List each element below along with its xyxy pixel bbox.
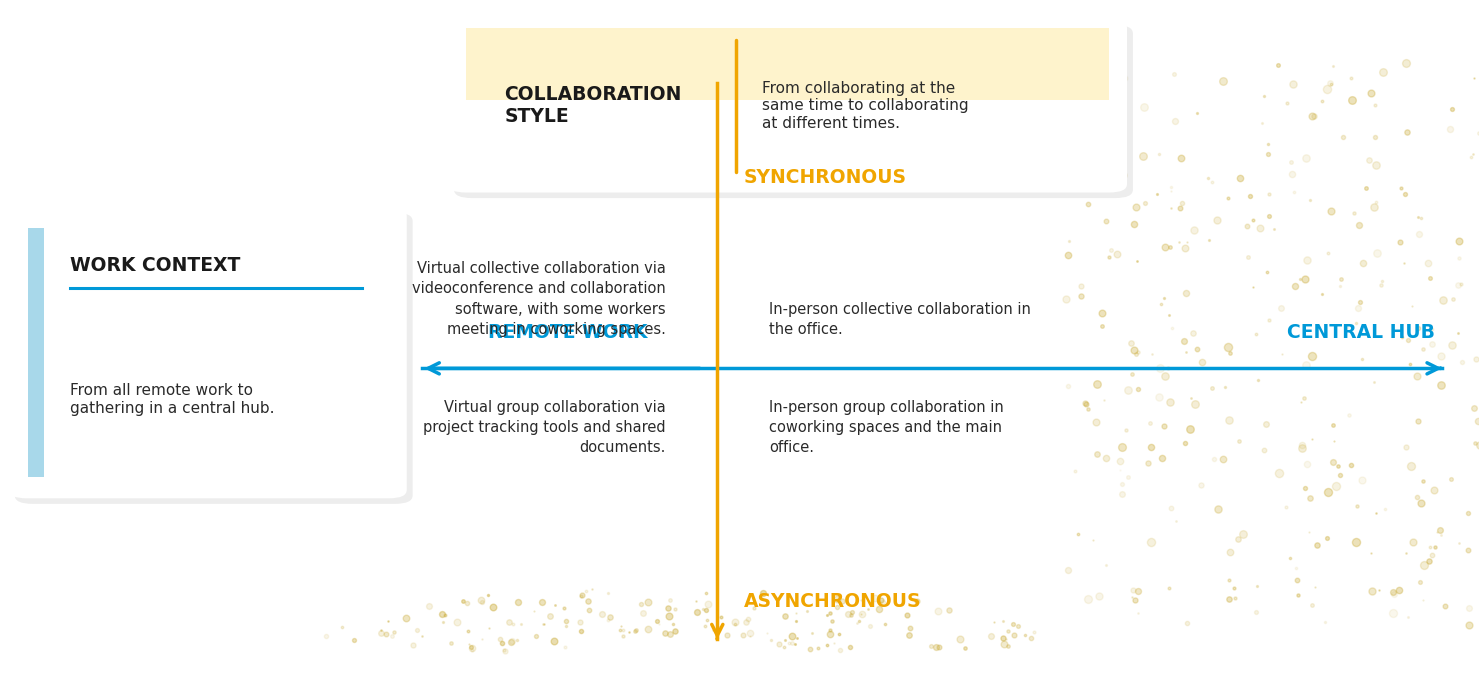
Text: From all remote work to
gathering in a central hub.: From all remote work to gathering in a c… [70,383,274,416]
Text: WORK CONTEXT: WORK CONTEXT [70,256,240,275]
FancyBboxPatch shape [454,25,1133,198]
Text: COLLABORATION
STYLE: COLLABORATION STYLE [504,85,682,126]
Text: In-person group collaboration in
coworking spaces and the main
office.: In-person group collaboration in coworki… [769,400,1004,455]
Text: Virtual group collaboration via
project tracking tools and shared
documents.: Virtual group collaboration via project … [423,400,666,455]
Text: Virtual collective collaboration via
videoconference and collaboration
software,: Virtual collective collaboration via vid… [411,261,666,337]
Text: ASYNCHRONOUS: ASYNCHRONOUS [744,591,921,611]
Text: SYNCHRONOUS: SYNCHRONOUS [744,167,907,187]
Text: CENTRAL HUB: CENTRAL HUB [1287,322,1435,342]
Bar [466,99,1109,184]
FancyBboxPatch shape [15,213,413,504]
Text: From collaborating at the
same time to collaborating
at different times.: From collaborating at the same time to c… [762,81,969,131]
Text: REMOTE WORK: REMOTE WORK [488,322,648,342]
FancyBboxPatch shape [9,207,407,498]
FancyBboxPatch shape [448,19,1127,193]
Text: In-person collective collaboration in
the office.: In-person collective collaboration in th… [769,302,1031,337]
Bar [466,28,1109,100]
Bar [28,228,44,477]
